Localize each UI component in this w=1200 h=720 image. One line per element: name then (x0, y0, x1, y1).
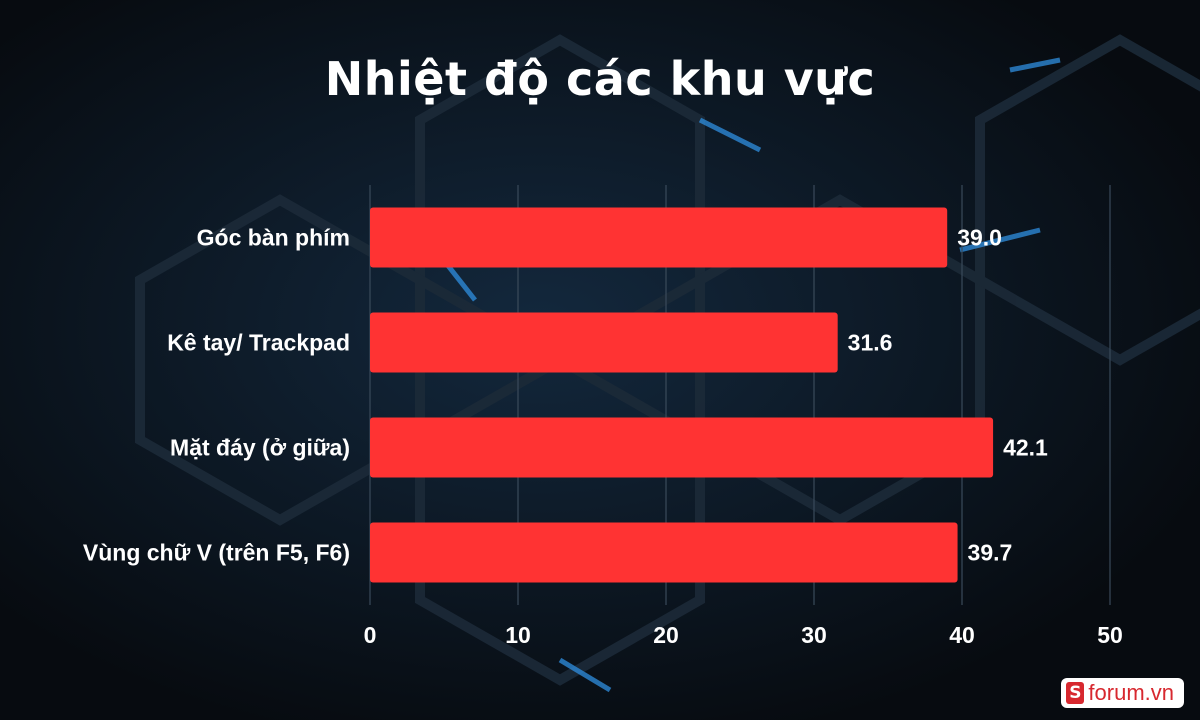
sforum-logo-text: forum.vn (1088, 680, 1174, 705)
value-label: 39.7 (968, 540, 1013, 566)
bar (370, 417, 994, 478)
category-label: Vùng chữ V (trên F5, F6) (83, 540, 350, 566)
sforum-logo: S forum.vn (1061, 678, 1184, 708)
category-label: Kê tay/ Trackpad (167, 330, 350, 356)
chart-title: Nhiệt độ các khu vực (324, 52, 876, 106)
bar (370, 312, 838, 373)
sforum-logo-icon: S (1066, 682, 1085, 704)
category-label: Mặt đáy (ở giữa) (170, 435, 350, 461)
x-tick-label: 10 (505, 622, 531, 648)
value-label: 31.6 (848, 330, 893, 356)
bar (370, 207, 948, 268)
bar (370, 522, 958, 583)
x-tick-label: 50 (1097, 622, 1123, 648)
x-tick-label: 40 (949, 622, 975, 648)
x-tick-label: 20 (653, 622, 679, 648)
value-label: 39.0 (957, 225, 1002, 251)
x-tick-label: 30 (801, 622, 827, 648)
value-label: 42.1 (1003, 435, 1048, 461)
x-tick-label: 0 (364, 622, 377, 648)
category-label: Góc bàn phím (197, 225, 350, 251)
